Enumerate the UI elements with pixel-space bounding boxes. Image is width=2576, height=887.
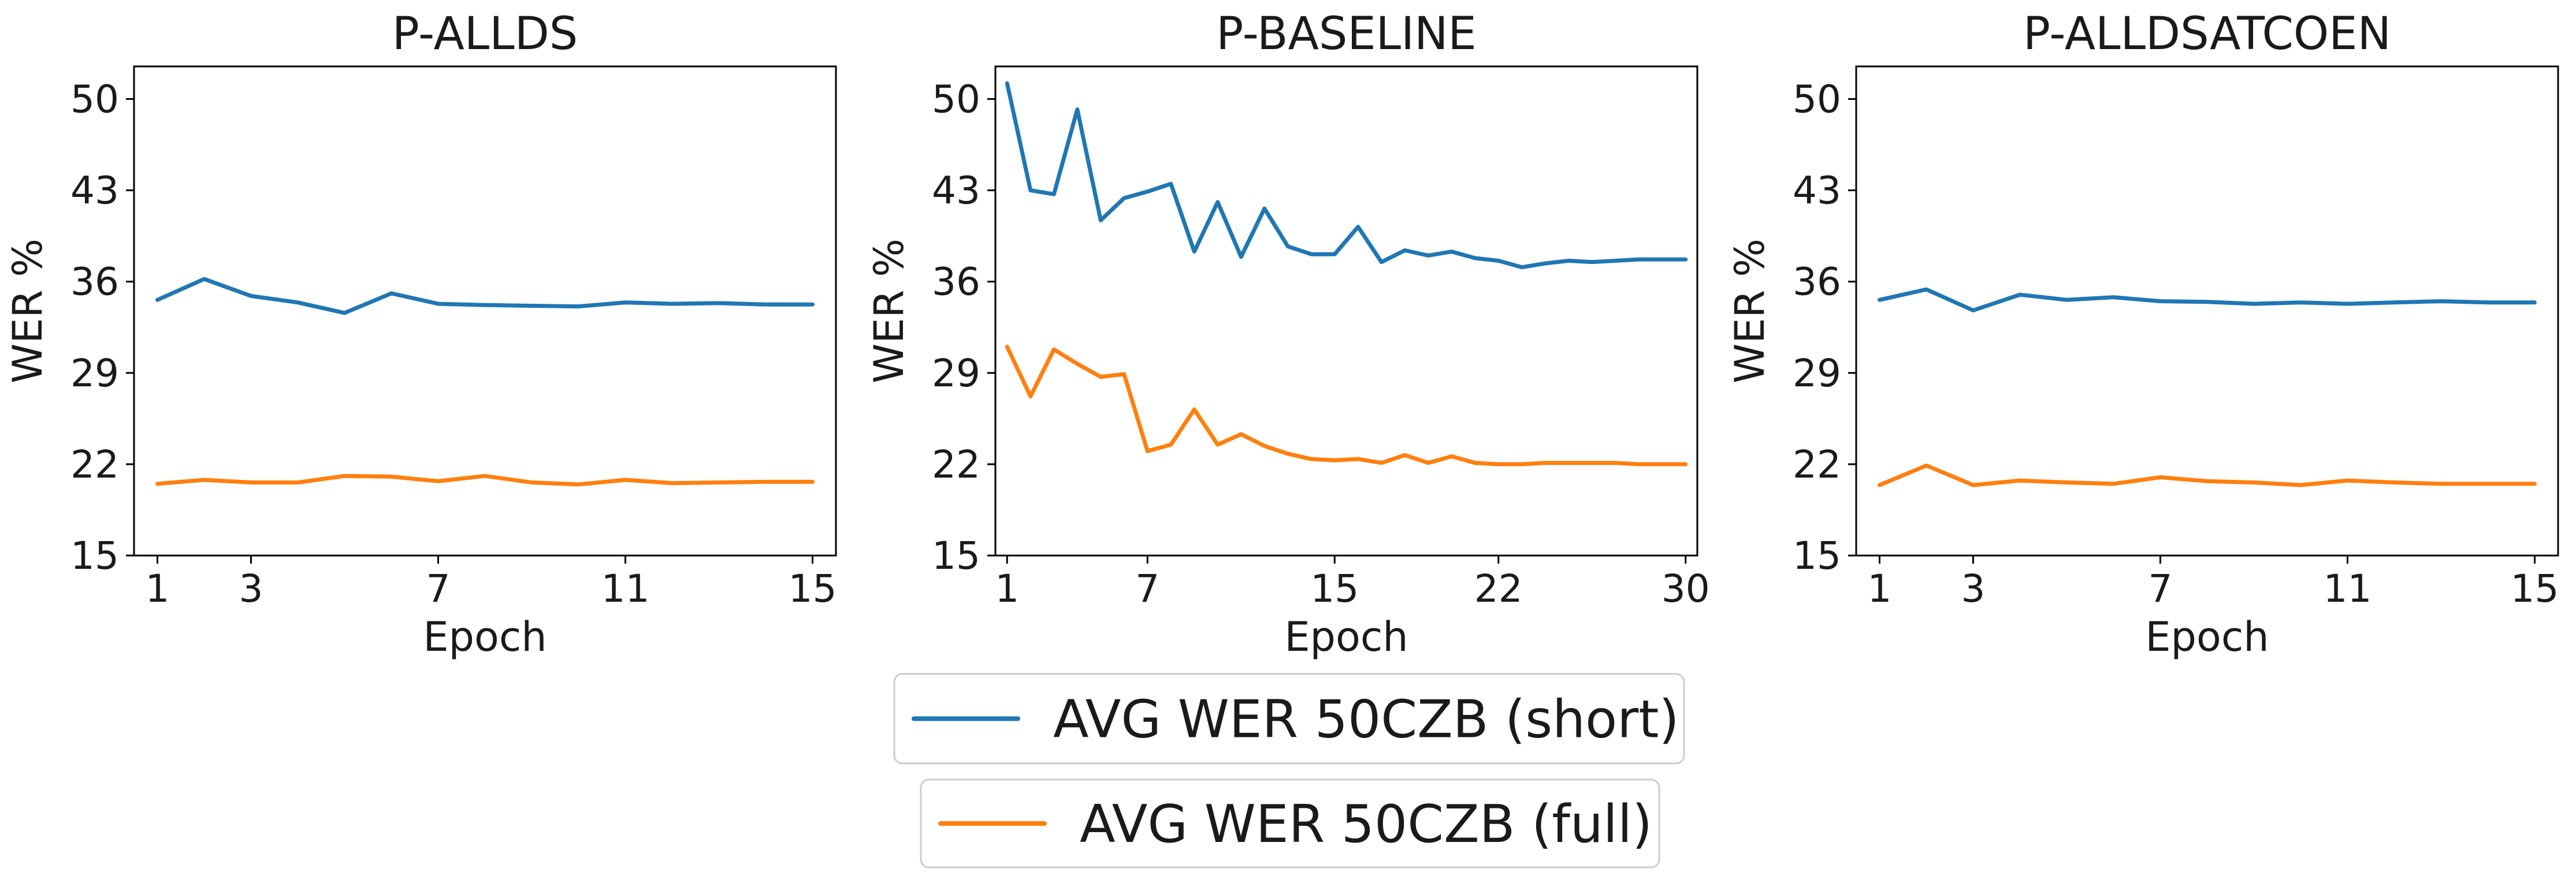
y-tick-label: 43 [932, 169, 980, 213]
series-line-full [155, 474, 815, 487]
chart-panel-2: P-BASELINE 15 22 29 36 43 50 1 7 15 22 30 Epoch WER % [865, 8, 1710, 661]
y-tick-label: 36 [932, 260, 980, 304]
y-tick-label: 29 [932, 351, 980, 396]
series-line-short [155, 277, 815, 315]
y-tick-label: 22 [1793, 442, 1841, 487]
x-tick-label: 15 [2511, 567, 2559, 611]
panel-title: P-BASELINE [1216, 8, 1476, 60]
x-tick-label: 7 [426, 567, 451, 611]
legend-box [920, 778, 1660, 869]
x-tick-label: 1 [995, 567, 1019, 611]
x-tick-label: 30 [1661, 567, 1710, 611]
y-tick-label: 43 [1793, 169, 1841, 213]
x-tick-label: 15 [789, 567, 837, 611]
legend-item-full: AVG WER 50CZB (full) [920, 778, 1660, 869]
series-line-short [1005, 81, 1688, 270]
series-line-short [1878, 287, 2537, 312]
legend-box [893, 673, 1685, 765]
x-tick-label: 3 [239, 567, 263, 611]
x-tick-label: 1 [146, 567, 170, 611]
y-tick-label: 15 [932, 534, 980, 578]
y-tick-label: 15 [70, 534, 119, 578]
y-tick-label: 15 [1793, 534, 1841, 578]
x-tick-label: 3 [1961, 567, 1986, 611]
x-axis-label: Epoch [2145, 613, 2269, 661]
y-axis-label: WER % [1726, 238, 1774, 383]
y-tick-label: 50 [932, 77, 980, 121]
x-tick-label: 15 [1310, 567, 1359, 611]
legend-label: AVG WER 50CZB (short) [1053, 690, 1679, 750]
y-axis-label: WER % [4, 238, 51, 383]
x-tick-label: 11 [601, 567, 650, 611]
y-tick-label: 29 [70, 351, 119, 396]
legend-label: AVG WER 50CZB (full) [1080, 794, 1652, 855]
x-tick-label: 22 [1474, 567, 1523, 611]
y-tick-label: 29 [1793, 351, 1841, 396]
x-tick-label: 11 [2324, 567, 2372, 611]
panel-title: P-ALLDSATCOEN [2023, 8, 2391, 60]
x-axis-label: Epoch [1284, 613, 1408, 661]
plot-frame [1855, 65, 2559, 557]
x-tick-label: 7 [2148, 567, 2173, 611]
chart-panel-1: P-ALLDS 15 22 29 36 43 50 1 3 7 11 15 Epoch WER % [4, 8, 837, 661]
chart-panel-3: P-ALLDSATCOEN 15 22 29 36 43 50 1 3 7 11 15 Epoch WER… [1726, 8, 2559, 661]
panel-title: P-ALLDS [392, 8, 578, 60]
legend-item-short: AVG WER 50CZB (short) [893, 673, 1685, 765]
y-axis-label: WER % [865, 238, 913, 383]
x-tick-label: 1 [1868, 567, 1892, 611]
y-tick-label: 50 [70, 77, 119, 121]
x-tick-label: 7 [1135, 567, 1159, 611]
y-tick-label: 43 [70, 169, 119, 213]
x-axis-label: Epoch [423, 613, 547, 661]
plot-frame [133, 65, 837, 557]
plot-frame [994, 65, 1698, 557]
series-line-full [1005, 345, 1688, 467]
y-tick-label: 36 [1793, 260, 1841, 304]
series-line-full [1878, 463, 2537, 487]
y-tick-label: 22 [932, 442, 980, 487]
y-tick-label: 36 [70, 260, 119, 304]
y-tick-label: 50 [1793, 77, 1841, 121]
y-tick-label: 22 [70, 442, 119, 487]
